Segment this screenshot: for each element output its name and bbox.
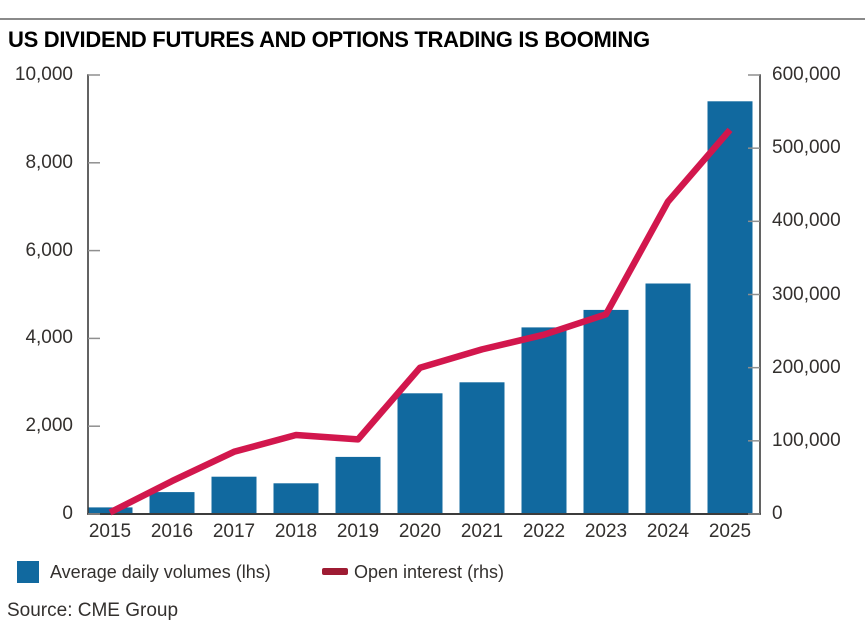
x-tick-label-2025: 2025 bbox=[708, 521, 752, 542]
y-left-tick-label-4000: 4,000 bbox=[25, 327, 73, 348]
chart-title: US DIVIDEND FUTURES AND OPTIONS TRADING … bbox=[8, 27, 650, 52]
bar-2025 bbox=[707, 101, 753, 515]
y-left-tick-label-6000: 6,000 bbox=[25, 240, 73, 261]
y-left-tick-label-0: 0 bbox=[62, 503, 73, 524]
y-right-tick-label-300000: 300,000 bbox=[772, 284, 841, 305]
y-right-tick-label-100000: 100,000 bbox=[772, 430, 841, 451]
x-tick-label-2024: 2024 bbox=[646, 521, 690, 542]
y-right-tick-label-600000: 600,000 bbox=[772, 64, 841, 85]
bar-2019 bbox=[335, 456, 381, 514]
x-tick-label-2019: 2019 bbox=[336, 521, 380, 542]
y-right-tick-label-0: 0 bbox=[772, 503, 783, 524]
y-left-tick-label-2000: 2,000 bbox=[25, 415, 73, 436]
bar-2020 bbox=[397, 393, 443, 514]
x-tick-label-2021: 2021 bbox=[460, 521, 504, 542]
source-note: Source: CME Group bbox=[7, 600, 179, 621]
x-tick-label-2016: 2016 bbox=[150, 521, 194, 542]
bar-2023 bbox=[583, 309, 629, 514]
legend-swatch-line bbox=[322, 568, 348, 575]
bar-2016 bbox=[149, 492, 195, 514]
top-rule bbox=[0, 18, 865, 20]
y-right-tick-label-400000: 400,000 bbox=[772, 210, 841, 231]
x-tick-label-2020: 2020 bbox=[398, 521, 442, 542]
y-right-tick-label-500000: 500,000 bbox=[772, 137, 841, 158]
y-right-tick-label-200000: 200,000 bbox=[772, 357, 841, 378]
x-tick-label-2017: 2017 bbox=[212, 521, 256, 542]
x-tick-label-2022: 2022 bbox=[522, 521, 566, 542]
x-tick-label-2018: 2018 bbox=[274, 521, 318, 542]
open-interest-line bbox=[108, 127, 733, 516]
legend-label-line: Open interest (rhs) bbox=[354, 562, 505, 582]
y-left-tick-label-8000: 8,000 bbox=[25, 152, 73, 173]
x-tick-label-2015: 2015 bbox=[88, 521, 132, 542]
bar-2021 bbox=[459, 382, 505, 514]
y-left-tick-label-10000: 10,000 bbox=[14, 64, 73, 85]
bar-2024 bbox=[645, 283, 691, 514]
legend-swatch-bars bbox=[17, 561, 39, 583]
legend-label-bars: Average daily volumes (lhs) bbox=[50, 562, 271, 582]
bar-2017 bbox=[211, 476, 257, 514]
bar-2022 bbox=[521, 327, 567, 514]
x-tick-label-2023: 2023 bbox=[584, 521, 628, 542]
bar-2018 bbox=[273, 483, 319, 514]
